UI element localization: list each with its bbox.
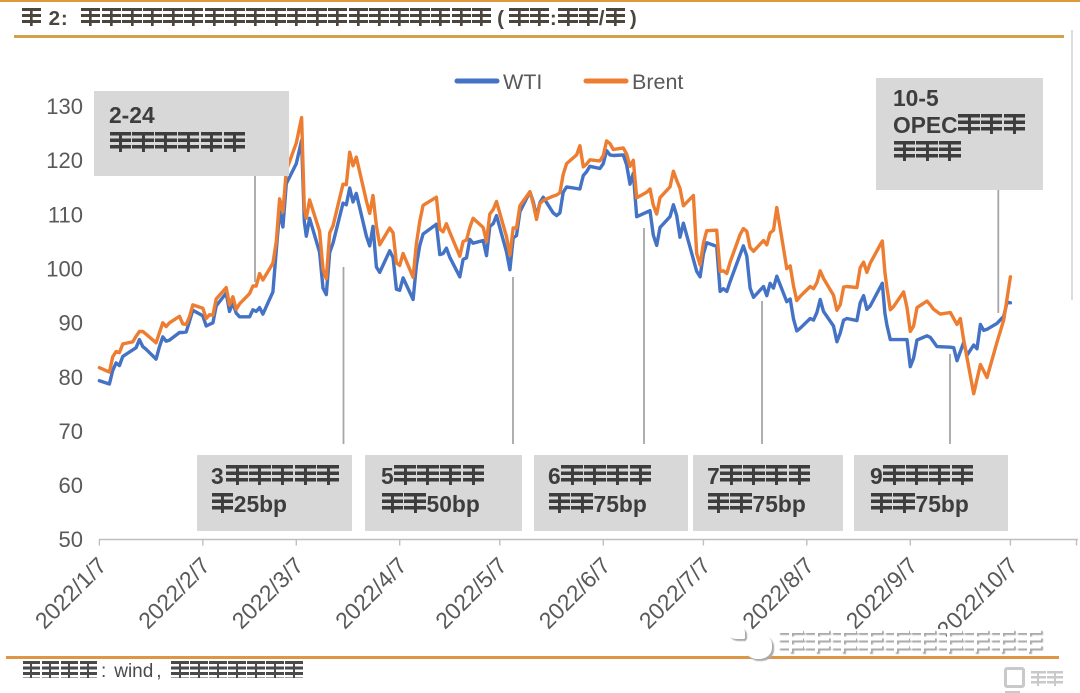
svg-text:50: 50 [59, 527, 83, 552]
svg-text:110: 110 [48, 202, 83, 227]
svg-text:2022/1/7: 2022/1/7 [30, 552, 112, 634]
svg-text:130: 130 [46, 94, 83, 119]
svg-text:80: 80 [59, 365, 83, 390]
svg-text:2022/9/7: 2022/9/7 [841, 552, 923, 634]
svg-text:Brent: Brent [632, 70, 683, 94]
svg-text:100: 100 [46, 256, 83, 281]
svg-text:2022/4/7: 2022/4/7 [330, 552, 412, 634]
svg-text:2022/7/7: 2022/7/7 [634, 552, 716, 634]
svg-text:2022/3/7: 2022/3/7 [227, 552, 309, 634]
svg-text:2022/8/7: 2022/8/7 [737, 552, 819, 634]
svg-text:120: 120 [46, 148, 83, 173]
svg-text:WTI: WTI [503, 70, 542, 94]
svg-text:70: 70 [59, 419, 83, 444]
svg-text:60: 60 [59, 473, 83, 498]
svg-text:2022/2/7: 2022/2/7 [133, 552, 215, 634]
svg-text:2022/5/7: 2022/5/7 [430, 552, 512, 634]
svg-text:90: 90 [59, 311, 83, 336]
svg-text:2022/6/7: 2022/6/7 [534, 552, 616, 634]
